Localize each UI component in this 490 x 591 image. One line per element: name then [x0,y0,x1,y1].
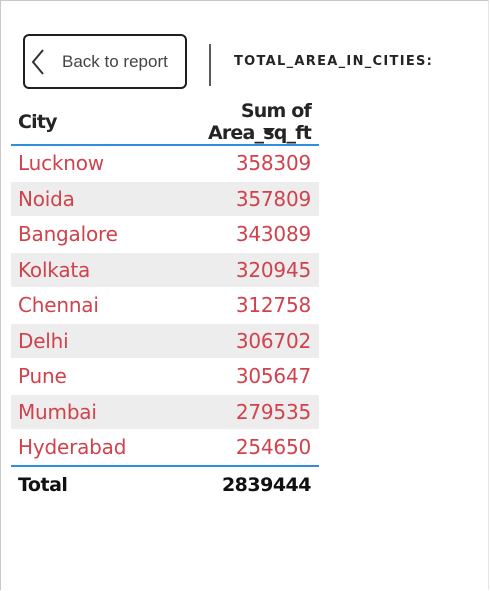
cell-area: 305647 [134,358,319,395]
table-row[interactable]: Hyderabad 254650 [11,429,319,466]
cell-city: Noida [11,181,135,217]
table-row[interactable]: Chennai 312758 [11,287,319,324]
toolbar-divider [209,44,211,86]
sort-descending-icon [263,128,276,135]
table-row[interactable]: Pune 305647 [11,358,319,395]
back-button-label: Back to report [62,51,168,71]
cell-area: 279535 [134,394,319,430]
cell-city: Bangalore [11,216,135,253]
back-to-report-button[interactable]: Back to report [23,34,187,89]
column-header-area[interactable]: Sum of Area_sq_ft [134,100,319,146]
cell-city: Kolkata [11,252,135,288]
cell-area: 358309 [134,145,319,182]
cell-area: 306702 [134,323,319,359]
data-table: City Sum of Area_sq_ft Lucknow 358309 Noid… [11,100,319,503]
cell-city: Hyderabad [11,429,135,466]
cell-area: 312758 [134,287,319,324]
table-row[interactable]: Bangalore 343089 [11,216,319,253]
cell-area: 254650 [134,429,319,466]
cell-city: Chennai [11,287,135,324]
table-row[interactable]: Lucknow 358309 [11,145,319,182]
column-header-area-label: Sum of Area_sq_ft [207,100,312,144]
total-label: Total [11,464,135,503]
table-total-row: Total 2839444 [11,464,319,503]
table-row[interactable]: Delhi 306702 [11,323,319,359]
cell-city: Pune [11,358,135,395]
table-header-row: City Sum of Area_sq_ft [11,100,319,146]
chevron-left-icon [31,48,44,75]
total-value: 2839444 [134,464,319,503]
cell-area: 343089 [134,216,319,253]
cell-area: 357809 [134,181,319,217]
table-row[interactable]: Kolkata 320945 [11,252,319,288]
cell-city: Mumbai [11,394,135,430]
column-header-city[interactable]: City [11,100,135,146]
table-row[interactable]: Mumbai 279535 [11,394,319,430]
visual-title: TOTAL_AREA_IN_CITIES: [234,54,434,69]
table-row[interactable]: Noida 357809 [11,181,319,217]
cell-city: Lucknow [11,145,135,182]
cell-city: Delhi [11,323,135,359]
cell-area: 320945 [134,252,319,288]
